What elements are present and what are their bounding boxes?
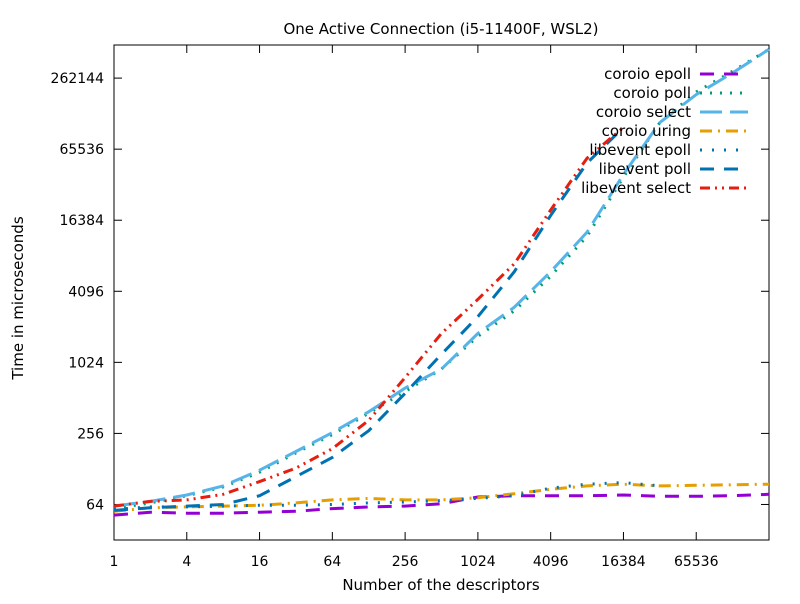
series-line [113, 48, 770, 508]
y-axis: 64 256 1024 4096 16384 65536 262144 [51, 71, 769, 513]
series-line [113, 492, 770, 517]
legend-label: coroio select [596, 103, 691, 121]
y-tick-label: 262144 [51, 71, 105, 87]
y-tick-label: 65536 [59, 142, 104, 158]
series-line [113, 126, 625, 508]
y-tick-label: 256 [77, 426, 104, 442]
y-tick-label: 64 [86, 497, 104, 513]
x-tick-label: 256 [392, 554, 419, 570]
x-tick-label: 65536 [674, 554, 719, 570]
legend-label: coroio poll [613, 84, 691, 102]
legend-label: libevent select [581, 179, 691, 197]
series-lines [113, 48, 770, 517]
x-axis: 1 4 16 64 256 1024 4096 16384 65536 [110, 45, 719, 570]
chart-title: One Active Connection (i5-11400F, WSL2) [283, 20, 598, 38]
y-axis-title: Time in microseconds [9, 216, 27, 380]
x-tick-label: 16 [251, 554, 269, 570]
x-tick-label: 4096 [533, 554, 569, 570]
series-line [113, 481, 660, 511]
plot-frame [113, 44, 770, 541]
y-tick-label: 1024 [68, 355, 104, 371]
y-tick-label: 4096 [68, 284, 104, 300]
legend-label: libevent poll [599, 160, 691, 178]
x-tick-label: 16384 [601, 554, 646, 570]
legend-label: coroio epoll [604, 65, 691, 83]
y-tick-label: 16384 [59, 213, 104, 229]
x-tick-label: 64 [323, 554, 341, 570]
x-tick-label: 4 [182, 554, 191, 570]
x-tick-label: 1 [110, 554, 119, 570]
series-line [113, 126, 625, 512]
legend-label: libevent epoll [589, 141, 691, 159]
legend-label: coroio uring [602, 122, 691, 140]
x-tick-label: 1024 [460, 554, 496, 570]
x-axis-title: Number of the descriptors [342, 576, 540, 594]
